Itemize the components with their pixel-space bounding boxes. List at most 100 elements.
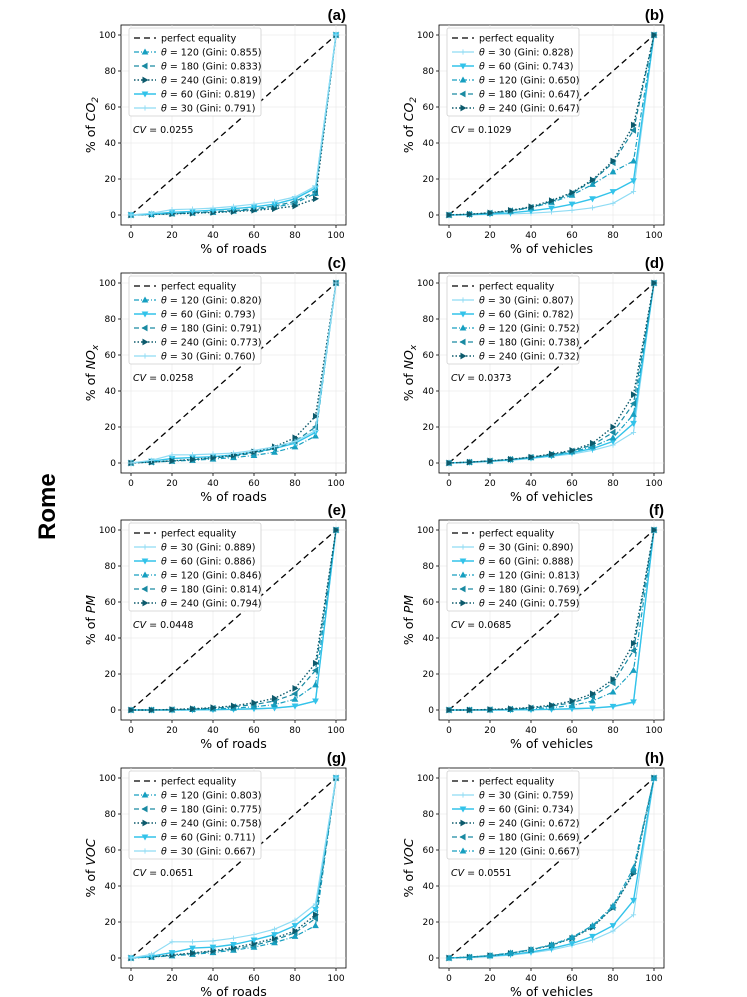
data-point	[271, 932, 278, 939]
panel-d: 0 0 20 20 40 40 60 60 80 80 100 100 % of vehicles % o…	[401, 255, 665, 504]
data-point	[210, 938, 216, 944]
x-tick-label: 60	[566, 231, 578, 241]
data-point	[651, 31, 658, 39]
y-tick-label: 80	[105, 315, 117, 325]
data-point	[589, 205, 596, 211]
legend-marker	[460, 544, 466, 550]
legend-label: θ = 240 (Gini: 0.819)	[161, 75, 261, 86]
data-point	[548, 197, 556, 204]
data-point	[630, 912, 637, 918]
y-tick-label: 80	[423, 67, 435, 77]
legend-marker	[141, 311, 149, 318]
legend-box	[446, 522, 580, 612]
y-tick-label: 0	[428, 211, 434, 221]
x-tick-label: 40	[525, 974, 537, 984]
y-tick-label: 0	[428, 459, 434, 469]
data-point	[312, 901, 319, 907]
legend-label: θ = 30 (Gini: 0.890)	[479, 542, 573, 553]
legend-label: θ = 120 (Gini: 0.855)	[161, 47, 261, 58]
data-point	[589, 176, 597, 184]
legend-marker	[141, 324, 148, 332]
y-tick-label: 60	[105, 598, 117, 608]
series-eq	[130, 777, 337, 959]
axes-frame	[438, 272, 665, 474]
data-point	[189, 949, 197, 957]
y-tick-label: 20	[423, 918, 435, 928]
legend: perfect equality θ = 120 (Gini: 0.855) θ =…	[128, 27, 261, 117]
data-point	[630, 391, 638, 398]
legend-label: θ = 30 (Gini: 0.791)	[161, 103, 255, 114]
x-tick-label: 100	[327, 231, 344, 241]
data-point	[548, 701, 556, 709]
legend-marker	[142, 819, 149, 827]
x-tick-label: 100	[645, 479, 662, 489]
data-point	[312, 183, 319, 189]
legend-marker	[142, 76, 149, 84]
legend-box	[446, 275, 580, 365]
data-point	[271, 701, 278, 708]
data-point	[148, 706, 156, 714]
legend-label: θ = 60 (Gini: 0.743)	[479, 61, 573, 72]
data-point	[589, 933, 596, 940]
x-tick-label: 20	[484, 726, 496, 736]
x-tick-label: 60	[248, 726, 260, 736]
data-point	[548, 205, 555, 212]
data-point	[312, 412, 320, 420]
series-line	[130, 777, 337, 959]
data-point	[630, 429, 637, 435]
legend-label: θ = 60 (Gini: 0.819)	[161, 89, 255, 100]
series-c240	[446, 526, 658, 714]
data-point	[507, 206, 515, 214]
legend-box	[128, 770, 262, 860]
legend: perfect equality θ = 30 (Gini: 0.759) θ = …	[446, 770, 579, 860]
x-tick-label: 100	[645, 974, 662, 984]
series-line	[448, 777, 655, 959]
data-point	[610, 676, 617, 683]
data-point	[292, 685, 299, 692]
y-tick-label: 0	[428, 706, 434, 716]
data-point	[169, 939, 175, 945]
y-tick-label: 20	[105, 670, 117, 680]
y-axis-label: % of PM	[401, 595, 416, 645]
data-point	[271, 926, 278, 932]
y-tick-label: 0	[110, 954, 116, 964]
data-point	[528, 453, 535, 461]
data-point	[312, 681, 319, 688]
legend-marker	[459, 847, 467, 854]
series-c30	[128, 775, 339, 961]
x-tick-label: 80	[289, 726, 301, 736]
data-point	[630, 666, 637, 673]
legend-label: θ = 120 (Gini: 0.667)	[479, 846, 579, 857]
axes-frame	[438, 24, 665, 226]
legend-label: θ = 180 (Gini: 0.833)	[161, 61, 261, 72]
data-point	[630, 121, 638, 129]
data-point	[128, 706, 135, 714]
x-tick-label: 100	[645, 726, 662, 736]
y-tick-label: 40	[105, 139, 117, 149]
panel-a: 0 0 20 20 40 40 60 60 80 80 100 100 % of roads % of C…	[83, 7, 347, 256]
y-tick-label: 40	[423, 634, 435, 644]
x-tick-label: 40	[525, 231, 537, 241]
legend-marker	[141, 571, 149, 578]
legend: perfect equality θ = 120 (Gini: 0.820) θ =…	[128, 275, 261, 365]
series-eq	[448, 282, 655, 464]
data-point	[569, 207, 575, 213]
data-point	[528, 704, 535, 711]
data-point	[333, 526, 340, 534]
data-point	[609, 703, 617, 710]
legend-marker	[459, 806, 467, 813]
data-point	[271, 205, 279, 213]
legend-marker	[142, 353, 148, 359]
series-line	[449, 529, 655, 711]
data-point	[292, 438, 298, 444]
legend-marker	[459, 571, 467, 578]
x-axis-label: % of vehicles	[510, 984, 593, 997]
x-tick-label: 0	[446, 479, 452, 489]
series-line	[448, 34, 655, 216]
data-point	[128, 460, 134, 466]
data-point	[630, 157, 637, 164]
x-tick-label: 20	[166, 231, 178, 241]
data-point	[487, 209, 494, 217]
axes-frame	[438, 767, 665, 969]
series-line	[130, 34, 337, 216]
